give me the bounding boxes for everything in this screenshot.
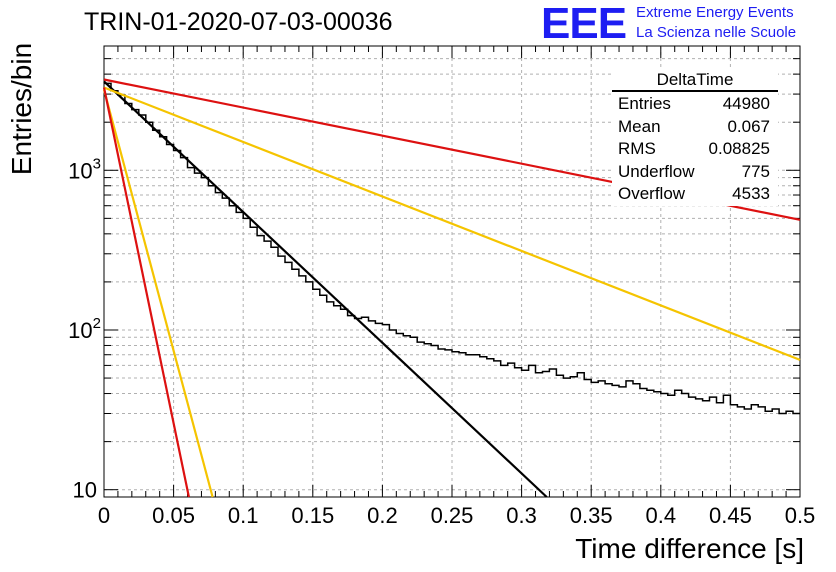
stats-value: 775	[741, 161, 770, 181]
stats-value: 44980	[722, 94, 770, 113]
grid-lines	[104, 46, 800, 497]
x-tick-label: 0.35	[570, 503, 613, 528]
x-tick-label: 0.3	[506, 503, 537, 528]
x-tick-label: 0.5	[785, 503, 816, 528]
y-axis-label: Entries/bin	[6, 42, 37, 176]
stats-label: Underflow	[618, 161, 695, 181]
stats-row-overflow: Overflow 4533	[612, 183, 778, 206]
chart-title: TRIN-01-2020-07-03-00036	[84, 8, 393, 36]
stats-name: DeltaTime	[656, 70, 734, 89]
stats-row-mean: Mean 0.067	[612, 116, 778, 139]
stats-label: Entries	[618, 94, 671, 113]
stats-separator	[612, 90, 778, 92]
x-axis-label: Time difference [s]	[575, 533, 804, 564]
stats-label: RMS	[618, 139, 656, 158]
x-tick-label: 0.25	[431, 503, 474, 528]
fit-curve	[102, 87, 190, 498]
stats-value: 0.08825	[708, 139, 770, 158]
logo-line-2: La Scienza nelle Scuole	[636, 24, 797, 41]
x-tick-label: 0	[98, 503, 110, 528]
y-tick-label: 10	[73, 478, 97, 503]
y-tick-label: 102	[68, 315, 101, 343]
stats-row-rms: RMS 0.08825	[612, 138, 778, 161]
fit-curve	[102, 89, 214, 498]
stats-row-underflow: Underflow 775	[612, 161, 778, 184]
stats-row-entries: Entries 44980	[612, 93, 778, 116]
logo-line-1: Extreme Energy Events	[636, 4, 794, 21]
stats-value: 0.067	[727, 116, 770, 136]
fit-curve	[103, 80, 548, 498]
x-tick-label: 0.45	[709, 503, 752, 528]
x-tick-label: 0.05	[152, 503, 195, 528]
x-tick-label: 0.4	[646, 503, 677, 528]
stats-label: Overflow	[618, 184, 686, 203]
stats-value: 4533	[732, 184, 770, 203]
x-tick-label: 0.1	[228, 503, 259, 528]
y-tick-label: 103	[68, 155, 101, 183]
eee-logo: EEE	[541, 0, 627, 48]
x-tick-label: 0.2	[367, 503, 398, 528]
stats-label: Mean	[618, 116, 661, 136]
stats-box: DeltaTime Entries 44980 Mean 0.067 RMS 0…	[612, 70, 778, 206]
tick-labels: 0 0.05 0.1 0.15 0.2 0.25 0.3 0.35 0.4 0.45 0.5 10 10…	[68, 155, 815, 528]
x-tick-label: 0.15	[291, 503, 334, 528]
fit-curve	[103, 86, 801, 361]
